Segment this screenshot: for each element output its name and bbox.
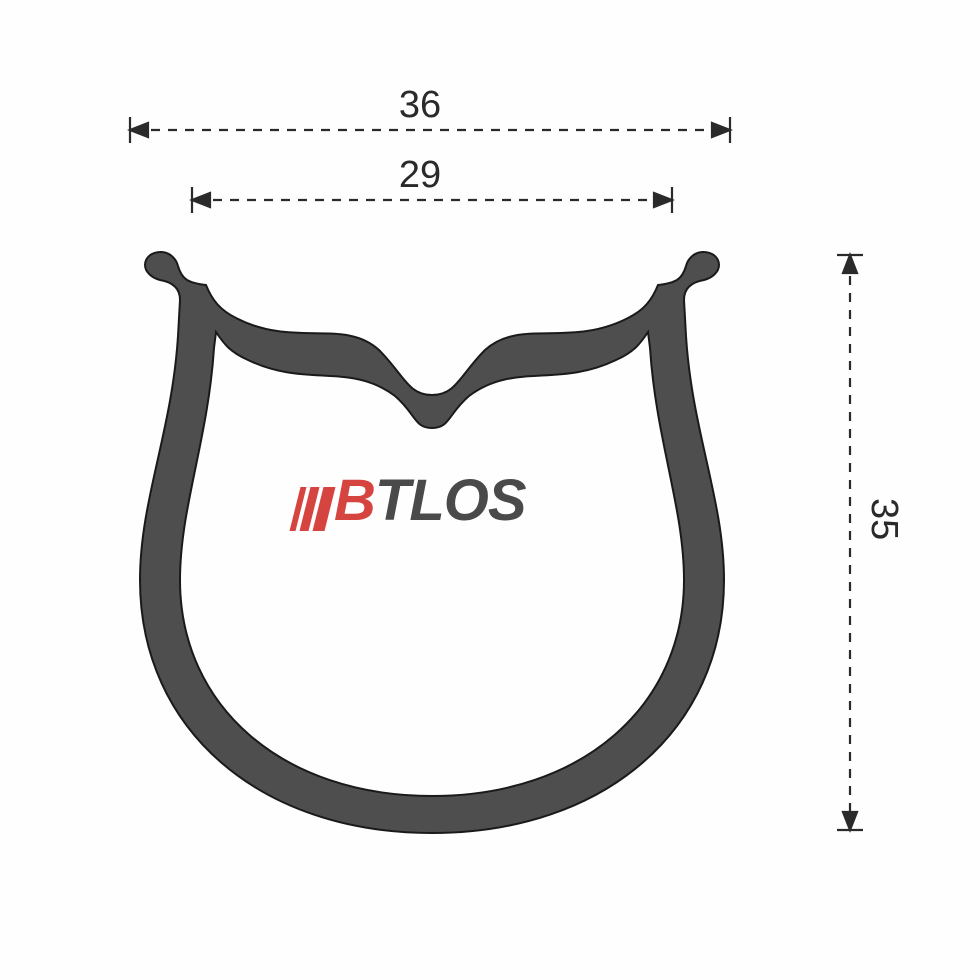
label-depth: 35 bbox=[862, 498, 905, 540]
logo-stripes-icon bbox=[295, 471, 334, 538]
label-inner-width: 29 bbox=[380, 154, 460, 197]
dimension-depth bbox=[837, 255, 863, 830]
logo-letter-b: B bbox=[334, 468, 375, 533]
diagram-canvas: 36 29 35 BTLOS bbox=[0, 0, 980, 980]
logo-text-rest: TLOS bbox=[375, 468, 526, 533]
brand-logo: BTLOS bbox=[295, 467, 526, 538]
label-outer-width: 36 bbox=[380, 84, 460, 127]
